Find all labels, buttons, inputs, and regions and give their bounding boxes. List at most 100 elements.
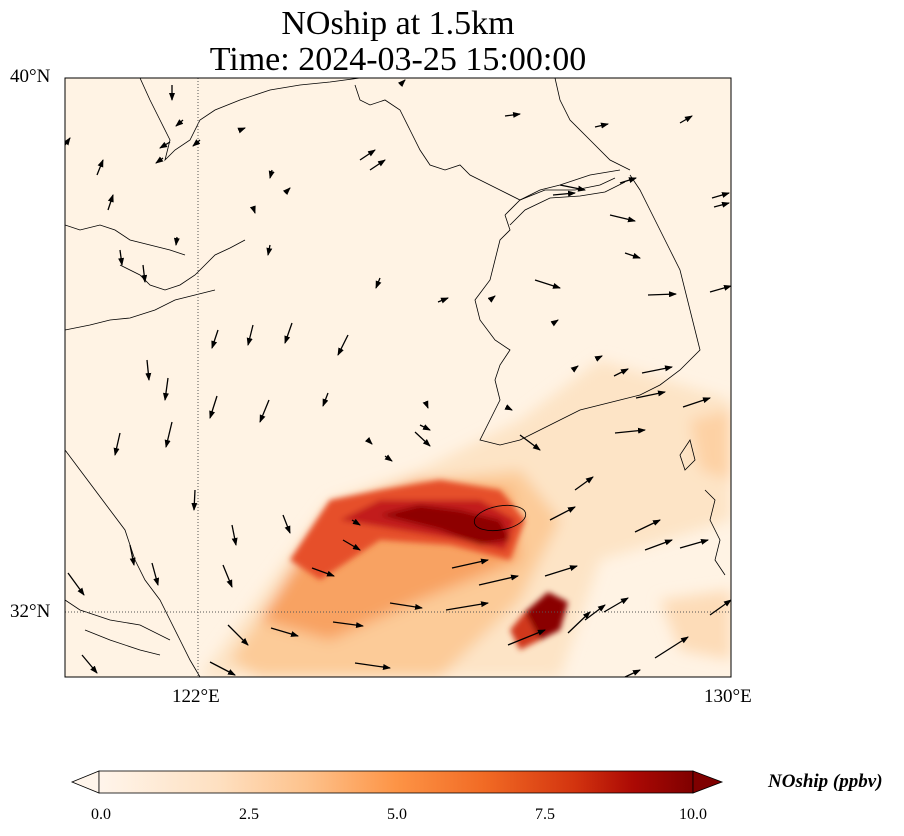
wind-arrow xyxy=(173,236,180,246)
wind-arrow xyxy=(504,111,521,118)
wind-arrow xyxy=(237,127,246,134)
wind-arrow xyxy=(364,436,373,445)
wind-arrow xyxy=(419,424,431,431)
wind-arrow xyxy=(384,454,393,462)
colorbar xyxy=(70,770,724,794)
colorbar-tick-2: 5.0 xyxy=(387,806,407,823)
colorbar-extend-max xyxy=(692,770,724,794)
wind-arrow xyxy=(634,519,661,533)
wind-arrow xyxy=(159,141,171,149)
wind-arrow xyxy=(507,629,546,646)
wind-arrow xyxy=(709,599,731,616)
colorbar-tick-3: 7.5 xyxy=(535,806,555,823)
wind-arrow xyxy=(647,291,677,298)
wind-arrow xyxy=(567,611,591,634)
wind-arrow xyxy=(594,355,603,362)
wind-arrow xyxy=(322,392,329,407)
wind-arrow xyxy=(162,377,169,401)
concentration-field xyxy=(200,360,731,677)
wind-arrow xyxy=(145,359,152,381)
wind-arrow xyxy=(679,539,709,549)
wind-arrow xyxy=(151,562,160,586)
wind-arrow xyxy=(266,244,273,256)
wind-arrow xyxy=(709,285,731,293)
lat-tick-40n: 40°N xyxy=(10,66,51,87)
wind-arrow xyxy=(422,400,429,409)
wind-arrow xyxy=(81,654,98,674)
wind-arrow xyxy=(164,421,173,448)
colorbar-extend-min xyxy=(70,770,100,794)
wind-arrow xyxy=(534,279,561,289)
wind-arrow xyxy=(594,122,609,129)
wind-arrow xyxy=(284,322,293,344)
wind-arrow xyxy=(478,574,519,586)
wind-arrow xyxy=(619,177,637,184)
wind-arrow xyxy=(375,277,382,289)
wind-arrow xyxy=(141,264,148,283)
wind-arrow xyxy=(227,624,249,646)
wind-arrow xyxy=(282,187,291,196)
wind-arrow xyxy=(614,427,646,434)
wind-arrow xyxy=(332,621,364,629)
wind-arrow xyxy=(129,544,136,566)
wind-arrow xyxy=(552,190,576,197)
wind-arrow xyxy=(414,431,431,447)
colorbar-label: NOship (ppbv) xyxy=(768,771,883,792)
wind-arrow xyxy=(65,137,71,146)
wind-arrow xyxy=(155,156,164,164)
wind-arrow xyxy=(389,602,423,610)
wind-arrow xyxy=(559,184,586,192)
colorbar-tick-4: 10.0 xyxy=(679,806,707,823)
lon-tick-122e: 122°E xyxy=(172,686,220,707)
wind-arrow xyxy=(613,368,629,377)
wind-arrow xyxy=(609,214,636,223)
wind-arrow xyxy=(191,489,198,511)
wind-arrow xyxy=(342,539,361,551)
wind-arrow xyxy=(654,636,689,659)
map-title-line2: Time: 2024-03-25 15:00:00 xyxy=(209,41,587,78)
lat-tick-32n: 32°N xyxy=(10,601,51,622)
wind-arrow xyxy=(113,432,121,456)
wind-arrow xyxy=(504,404,513,411)
wind-arrow xyxy=(249,205,256,214)
wind-arrow xyxy=(544,565,578,577)
wind-arrow xyxy=(487,295,496,303)
wind-arrow xyxy=(635,390,666,399)
wind-arrow xyxy=(369,159,386,171)
wind-arrow xyxy=(603,597,629,613)
wind-arrow xyxy=(67,572,85,596)
wind-arrow xyxy=(192,139,201,147)
wind-arrow xyxy=(570,365,579,373)
wind-arrow xyxy=(624,669,641,677)
wind-vectors xyxy=(65,79,731,677)
wind-arrow xyxy=(337,334,349,356)
colorbar-tick-0: 0.0 xyxy=(91,806,111,823)
wind-arrow xyxy=(259,399,270,423)
wind-arrow xyxy=(118,249,125,266)
map-title-line1: NOship at 1.5km xyxy=(281,5,515,42)
map-frame xyxy=(64,77,732,678)
wind-arrow xyxy=(268,169,275,179)
lon-tick-130e: 130°E xyxy=(704,686,752,707)
wind-arrow xyxy=(209,661,236,676)
wind-arrow xyxy=(282,514,291,534)
wind-arrow xyxy=(574,476,594,491)
wind-arrow xyxy=(211,329,219,349)
wind-arrow xyxy=(451,558,489,569)
colorbar-body xyxy=(98,770,694,794)
wind-arrow xyxy=(246,324,254,346)
wind-arrow xyxy=(711,192,730,199)
wind-arrow xyxy=(624,252,641,259)
wind-arrow xyxy=(713,201,730,208)
wind-arrow xyxy=(209,395,218,419)
wind-arrow xyxy=(270,627,299,637)
wind-arrow xyxy=(549,506,576,521)
wind-arrow xyxy=(445,601,489,611)
wind-arrow xyxy=(96,159,104,176)
wind-arrow xyxy=(311,567,335,577)
wind-arrow xyxy=(359,149,376,161)
wind-arrow xyxy=(231,524,238,546)
colorbar-tick-1: 2.5 xyxy=(239,806,259,823)
wind-arrow xyxy=(584,604,606,621)
wind-arrow xyxy=(644,539,673,551)
